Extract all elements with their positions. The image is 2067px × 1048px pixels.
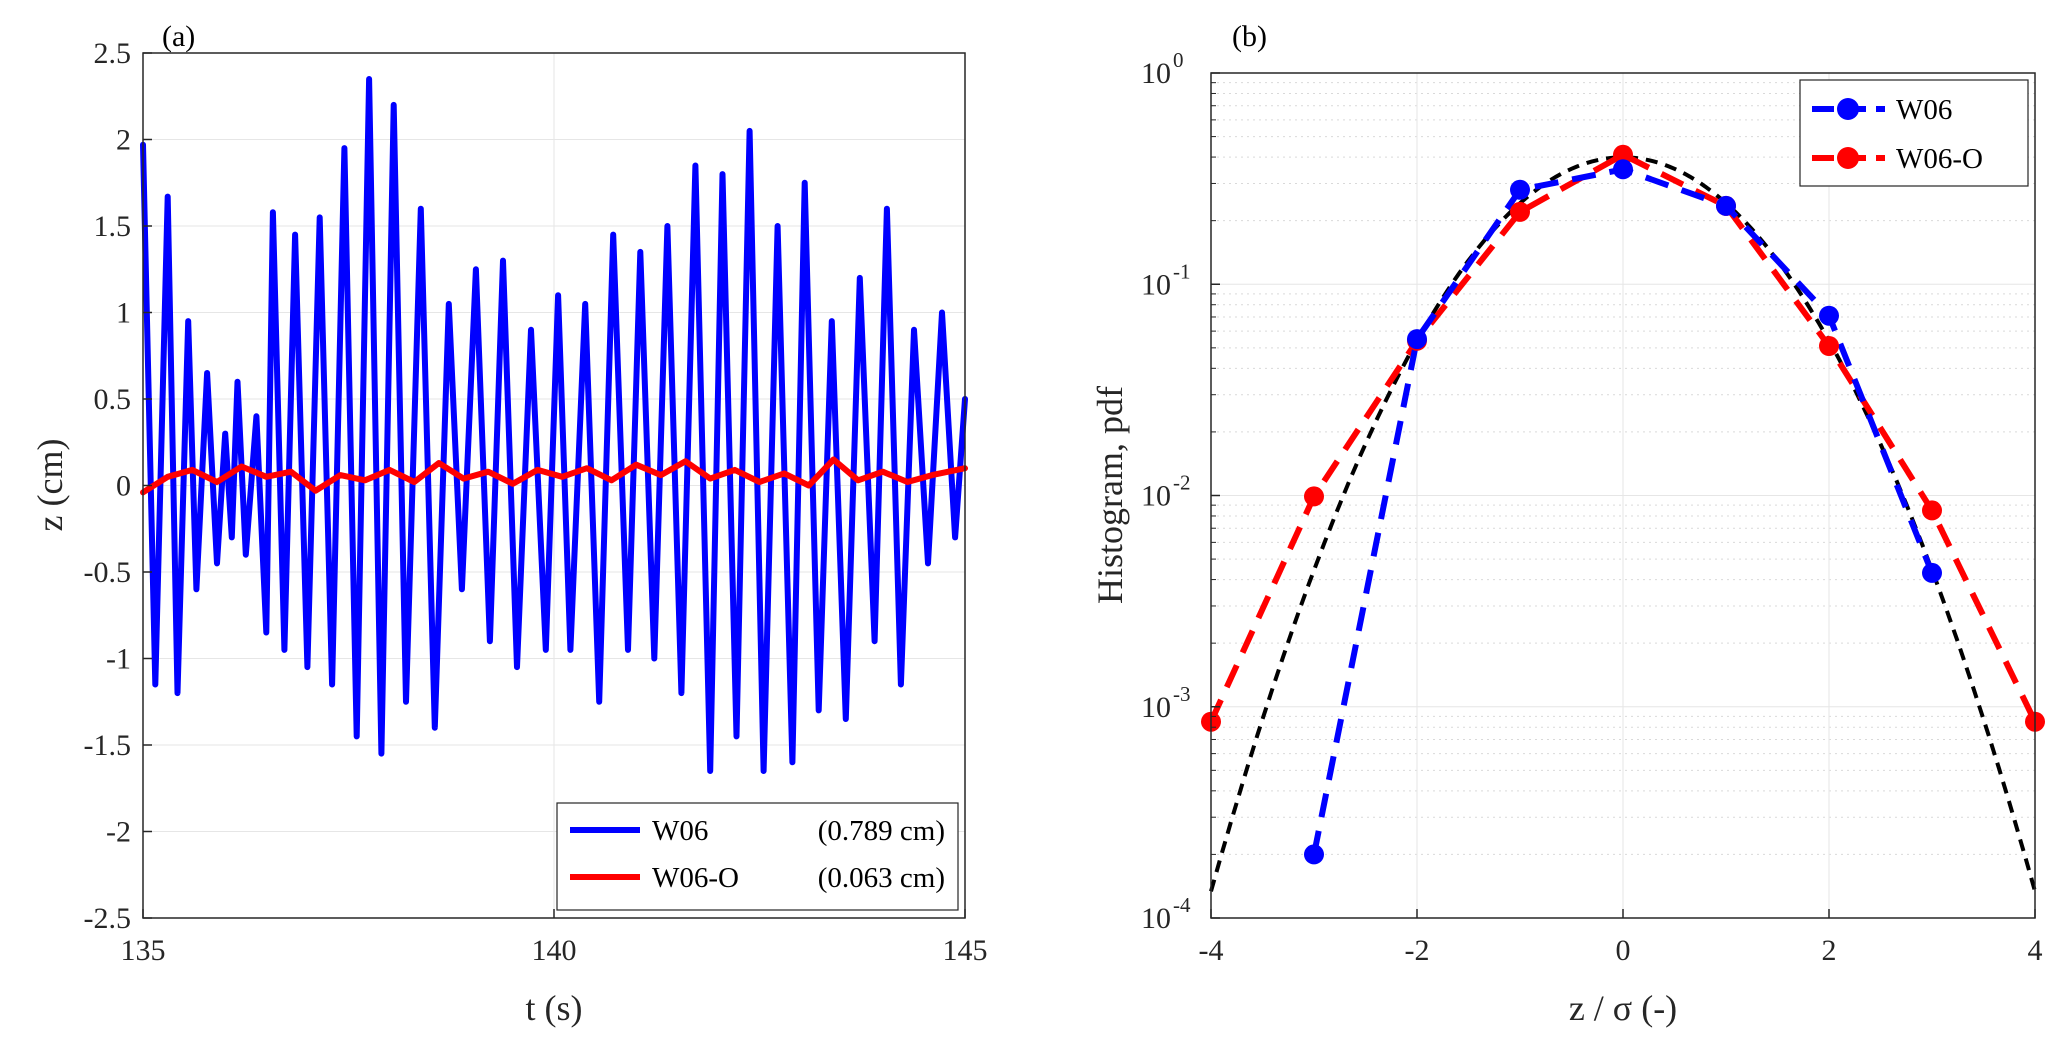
series-group-a	[140, 76, 968, 774]
legend-label-b-w06: W06	[1896, 94, 1952, 126]
data-point-w06-o	[1922, 500, 1942, 521]
data-point-w06	[1922, 562, 1942, 583]
panel-label-b: (b)	[1232, 20, 1267, 53]
y-tick-label-base: 10	[1141, 691, 1171, 724]
data-point-w06	[1819, 305, 1839, 326]
data-point-w06-o	[1304, 486, 1324, 507]
data-point-w06	[1304, 844, 1324, 865]
y-tick-label: -1	[106, 643, 131, 676]
y-tick-label: -0.5	[84, 556, 132, 589]
legend-label-b-w06-o: W06-O	[1896, 143, 1983, 175]
data-point-w06	[1510, 179, 1530, 200]
y-tick-label-exp: -3	[1173, 682, 1191, 706]
y-tick-label: -2.5	[84, 902, 132, 935]
legend-marker-b-w06-o	[1837, 147, 1859, 169]
legend-note-w06-o: (0.063 cm)	[818, 862, 945, 894]
y-tick-label-exp: -1	[1173, 259, 1191, 283]
series-line-gaussian	[1209, 155, 2037, 892]
y-axis-label-b: Histogram, pdf	[1090, 386, 1130, 604]
y-tick-label: 1.5	[94, 210, 132, 243]
panel-label-a: (a)	[162, 20, 195, 53]
legend-a: W06 (0.789 cm) W06-O (0.063 cm)	[556, 802, 959, 911]
legend-label-w06-o: W06-O	[652, 862, 739, 894]
x-tick-label: -4	[1199, 934, 1224, 967]
x-axis-label-a: t (s)	[526, 988, 583, 1028]
legend-marker-b-w06	[1837, 98, 1859, 120]
series-line-w06-o	[140, 456, 968, 496]
y-axis-label-a: z (cm)	[30, 439, 70, 532]
x-tick-label: 2	[1822, 934, 1837, 967]
y-tick-label: 2.5	[94, 37, 132, 70]
legend-box-a	[556, 802, 959, 911]
y-tick-label: -1.5	[84, 729, 132, 762]
x-axis-label-b: z / σ (-)	[1569, 988, 1677, 1028]
legend-note-w06: (0.789 cm)	[818, 815, 945, 847]
y-tick-label: 2	[116, 124, 131, 157]
y-tick-label: -2	[106, 816, 131, 849]
series-group-b	[1201, 144, 2045, 892]
data-point-w06	[1716, 195, 1736, 216]
x-tick-label: 140	[532, 934, 577, 967]
data-point-w06-o	[1613, 144, 1633, 165]
y-tick-label-base: 10	[1141, 268, 1171, 301]
y-tick-label-base: 10	[1141, 902, 1171, 935]
y-tick-label-base: 10	[1141, 57, 1171, 90]
legend-label-w06: W06	[652, 815, 708, 847]
y-tick-label: 0.5	[94, 383, 132, 416]
series-line-w06-o	[1208, 151, 2038, 724]
x-tick-label: 4	[2028, 934, 2043, 967]
y-tick-label-exp: -2	[1173, 471, 1191, 495]
series-line-w06	[140, 76, 968, 774]
y-tick-label-exp: 0	[1173, 48, 1184, 72]
x-tick-label: 145	[943, 934, 988, 967]
data-point-w06	[1407, 329, 1427, 350]
x-tick-label: 135	[121, 934, 166, 967]
data-point-w06-o	[1510, 201, 1530, 222]
y-tick-label: 0	[116, 470, 131, 503]
legend-b: W06 W06-O	[1799, 79, 2029, 187]
data-point-w06	[1613, 159, 1633, 180]
y-tick-label: 1	[116, 297, 131, 330]
data-point-w06-o	[1819, 336, 1839, 356]
y-tick-label-exp: -4	[1173, 893, 1191, 917]
legend-box-b	[1799, 79, 2029, 187]
y-tick-label-base: 10	[1141, 480, 1171, 513]
x-tick-label: 0	[1616, 934, 1631, 967]
x-tick-label: -2	[1405, 934, 1430, 967]
